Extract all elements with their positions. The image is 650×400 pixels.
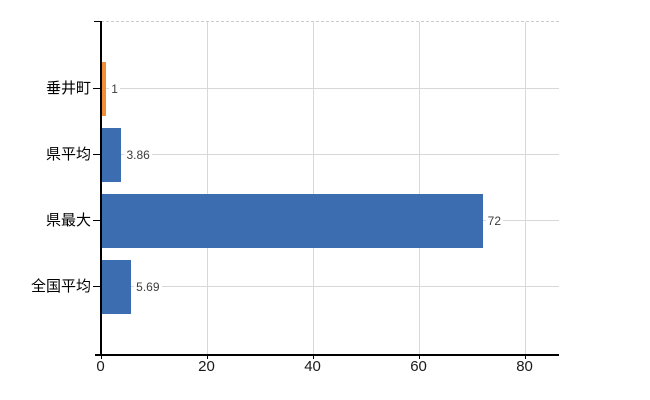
y-gridline — [101, 154, 559, 155]
y-gridline — [101, 286, 559, 287]
y-axis-top-tick — [94, 21, 101, 22]
x-tick-label: 0 — [96, 358, 105, 375]
x-axis-tick — [100, 354, 102, 359]
x-gridline — [524, 22, 526, 354]
x-axis-tick — [312, 354, 314, 359]
y-axis-tick — [93, 154, 101, 155]
plot-top-border — [101, 21, 559, 22]
bar-value-label: 3.86 — [124, 146, 152, 163]
bar-series — [101, 259, 132, 314]
x-gridline — [418, 22, 420, 354]
category-label: 全国平均 — [30, 277, 91, 295]
bar-value-label: 1 — [109, 80, 120, 97]
category-label: 県平均 — [45, 145, 91, 163]
bar-value-label: 5.69 — [134, 278, 162, 295]
y-axis-tick — [93, 286, 101, 287]
x-axis-tick — [524, 354, 526, 359]
x-gridline — [206, 22, 208, 354]
bar-series — [101, 193, 483, 248]
x-axis-line — [95, 354, 559, 356]
y-axis-tick — [93, 88, 101, 89]
x-tick-label: 20 — [198, 358, 215, 375]
category-label: 県最大 — [45, 211, 91, 229]
category-label: 垂井町 — [45, 79, 91, 97]
y-axis-line — [99, 21, 102, 354]
x-gridline — [312, 22, 314, 354]
x-tick-label: 40 — [304, 358, 321, 375]
x-axis-tick — [206, 354, 208, 359]
bar-series — [101, 127, 122, 182]
y-gridline — [101, 88, 559, 89]
bar-value-label: 72 — [485, 212, 504, 229]
y-axis-tick — [93, 220, 101, 221]
x-tick-label: 80 — [516, 358, 533, 375]
bar-highlight — [101, 61, 107, 116]
x-tick-label: 60 — [410, 358, 427, 375]
x-axis-tick — [418, 354, 420, 359]
